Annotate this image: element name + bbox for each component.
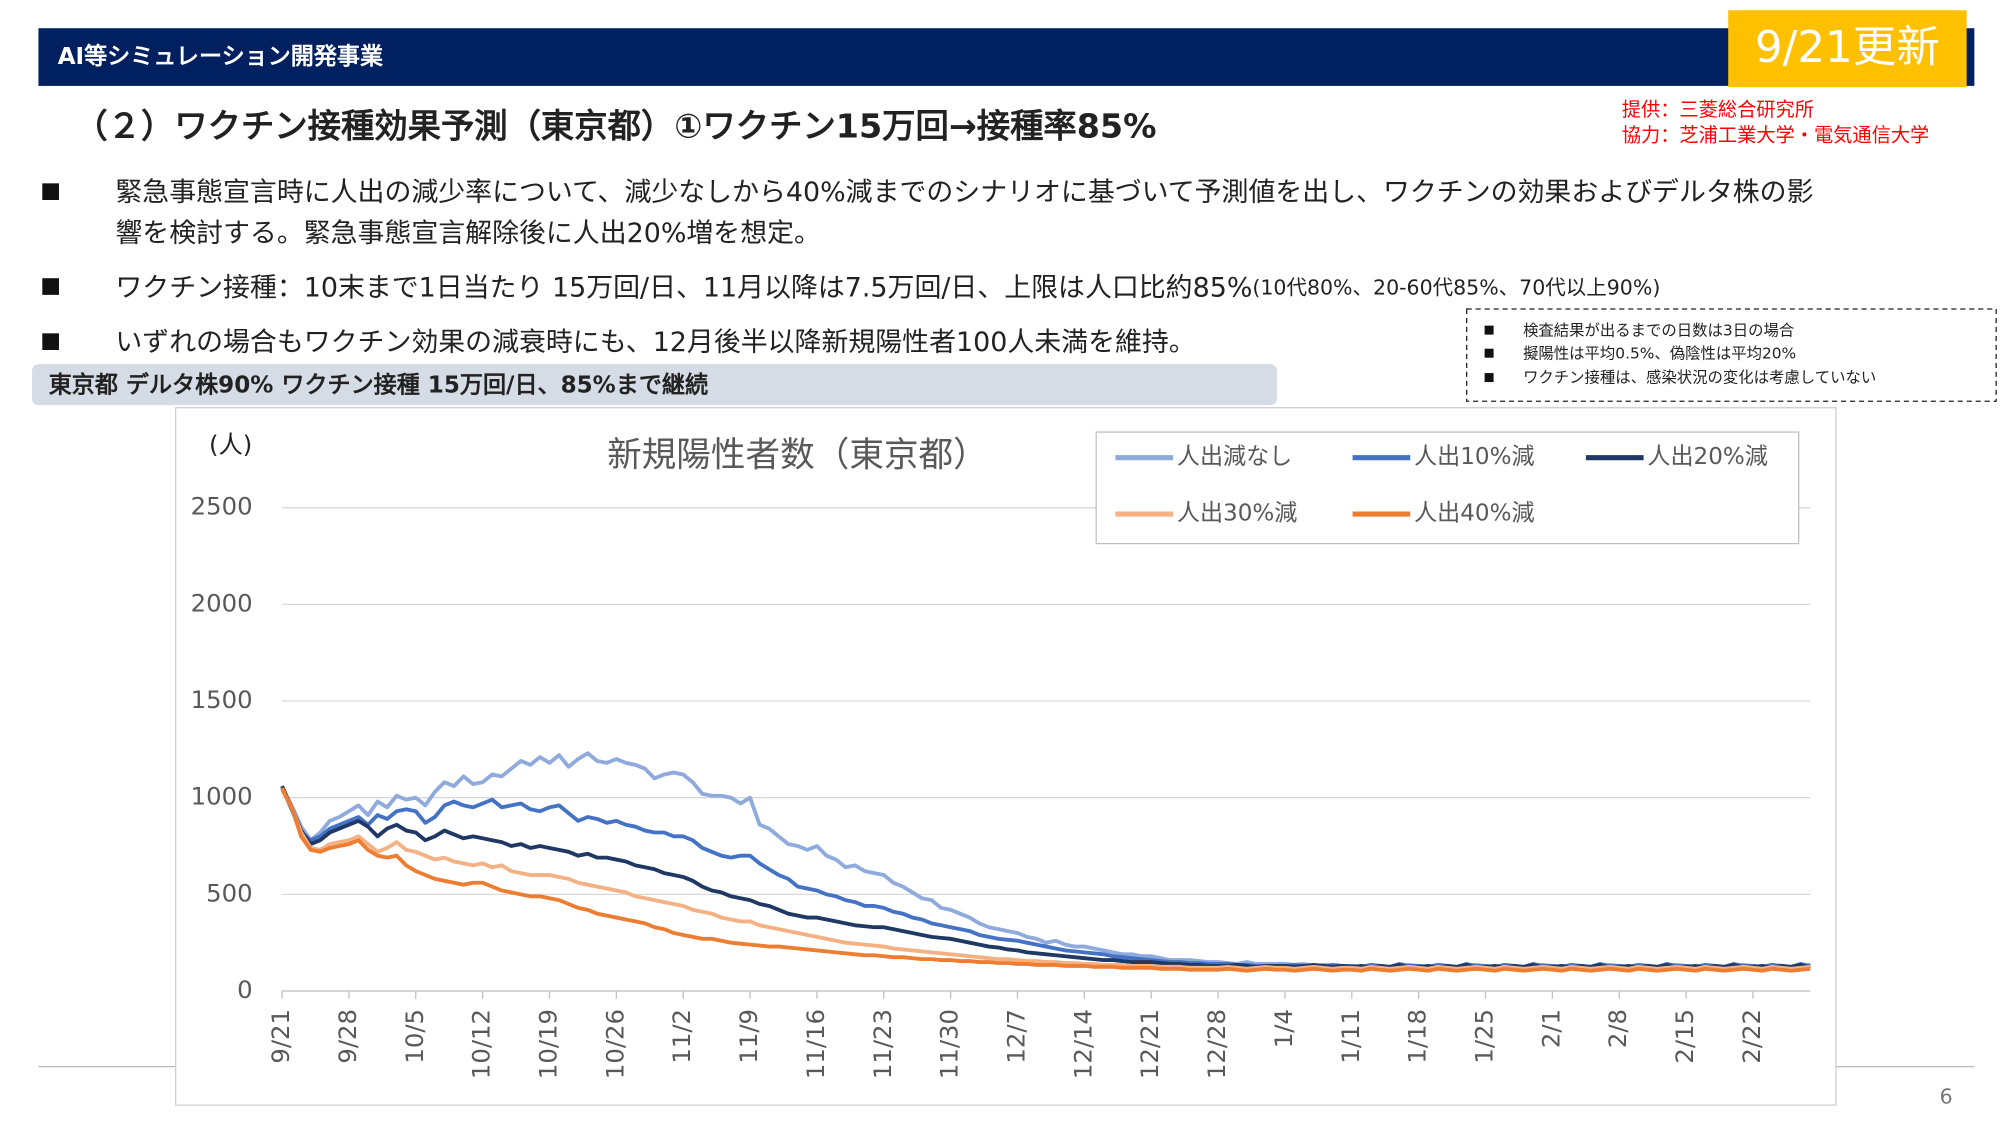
y-tick-label: 1500 xyxy=(191,685,253,714)
x-tick-label: 11/23 xyxy=(868,1009,897,1079)
x-tick-label: 1/11 xyxy=(1336,1009,1365,1064)
legend-box xyxy=(1095,431,1800,545)
y-axis-label: (人) xyxy=(209,430,252,459)
series-line xyxy=(280,789,1811,971)
legend-label: 人出30%減 xyxy=(1177,501,1297,527)
credit: 提供：三菱総合研究所 xyxy=(1622,98,1814,121)
notes-box xyxy=(1466,308,1997,402)
x-tick-label: 1/25 xyxy=(1470,1009,1499,1064)
bullet-text: ワクチン接種：10末まで1日当たり 15万回/日、11月以降は7.5万回/日、上… xyxy=(115,272,1660,303)
bullet-text: 響を検討する。緊急事態宣言解除後に人出20%増を想定。 xyxy=(115,218,821,249)
update-badge-text: 9/21更新 xyxy=(1755,23,1940,73)
plot-area: 0 500 1000 1500 2000 2500 9/21 9/28 10/5 10/12 10/… xyxy=(191,431,1811,1079)
x-tick-label: 10/26 xyxy=(600,1009,629,1079)
x-tick-label: 2/1 xyxy=(1536,1009,1565,1048)
x-tick-label: 11/30 xyxy=(935,1009,964,1079)
note-text: 検査結果が出るまでの日数は3日の場合 xyxy=(1523,321,1794,339)
x-tick-label: 12/21 xyxy=(1135,1009,1164,1079)
x-tick-label: 12/7 xyxy=(1002,1009,1031,1064)
x-tick-label: 11/2 xyxy=(667,1009,696,1064)
scenario-bar xyxy=(32,364,1277,406)
x-tick-label: 2/15 xyxy=(1670,1009,1699,1064)
note-marker xyxy=(1484,348,1494,358)
x-tick-label: 1/18 xyxy=(1403,1009,1432,1064)
y-tick-label: 500 xyxy=(206,878,252,907)
x-tick-label: 2/8 xyxy=(1603,1009,1632,1048)
series-line xyxy=(280,787,1811,973)
bullet-text: 緊急事態宣言時に人出の減少率について、減少なしから40%減までのシナリオに基づい… xyxy=(115,177,1813,208)
x-tick-label: 10/12 xyxy=(467,1009,496,1079)
note-text: ワクチン接種は、感染状況の変化は考慮していない xyxy=(1523,369,1876,387)
bullet-marker xyxy=(42,333,59,350)
x-tick-label: 11/16 xyxy=(801,1009,830,1079)
bullet-main: ワクチン接種：10末まで1日当たり 15万回/日、11月以降は7.5万回/日、上… xyxy=(115,272,1252,303)
section-title: AI等シミュレーション開発事業 xyxy=(58,43,384,70)
header-bar xyxy=(38,28,1975,86)
y-tick-label: 1000 xyxy=(191,782,253,811)
bullet-note: (10代80%、20-60代85%、70代以上90%) xyxy=(1252,275,1660,299)
credit: 協力：芝浦工業大学・電気通信大学 xyxy=(1622,123,1929,146)
scenario-text: 東京都 デルタ株90% ワクチン接種 15万回/日、85%まで継続 xyxy=(49,371,708,398)
x-tick-label: 2/22 xyxy=(1737,1009,1766,1064)
legend-label: 人出40%減 xyxy=(1414,501,1534,527)
note-text: 擬陽性は平均0.5%、偽陰性は平均20% xyxy=(1523,344,1796,362)
page-number: 6 xyxy=(1940,1084,1953,1108)
legend-label: 人出10%減 xyxy=(1414,444,1534,470)
y-tick-label: 0 xyxy=(237,975,253,1004)
chart-title: 新規陽性者数（東京都） xyxy=(607,435,988,475)
legend-label: 人出20%減 xyxy=(1647,444,1767,470)
bullet-marker xyxy=(42,183,59,200)
x-tick-label: 1/4 xyxy=(1269,1009,1298,1048)
note-marker xyxy=(1484,373,1494,383)
x-tick-label: 9/21 xyxy=(266,1009,295,1064)
bullet-marker xyxy=(42,278,59,295)
y-tick-label: 2000 xyxy=(191,588,253,617)
legend-label: 人出減なし xyxy=(1177,444,1292,470)
y-tick-label: 2500 xyxy=(191,492,253,521)
update-badge xyxy=(1728,10,1967,88)
slide-title: （２）ワクチン接種効果予測（東京都）①ワクチン15万回→接種率85% xyxy=(74,107,1156,146)
note-marker xyxy=(1484,325,1494,335)
bullet-text: いずれの場合もワクチン効果の減衰時にも、12月後半以降新規陽性者100人未満を維… xyxy=(115,327,1195,358)
x-tick-label: 10/19 xyxy=(533,1009,562,1079)
x-tick-label: 10/5 xyxy=(400,1009,429,1064)
x-tick-label: 12/14 xyxy=(1068,1009,1097,1079)
x-tick-label: 9/28 xyxy=(333,1009,362,1064)
x-tick-label: 12/28 xyxy=(1202,1009,1231,1079)
x-tick-label: 11/9 xyxy=(734,1009,763,1064)
